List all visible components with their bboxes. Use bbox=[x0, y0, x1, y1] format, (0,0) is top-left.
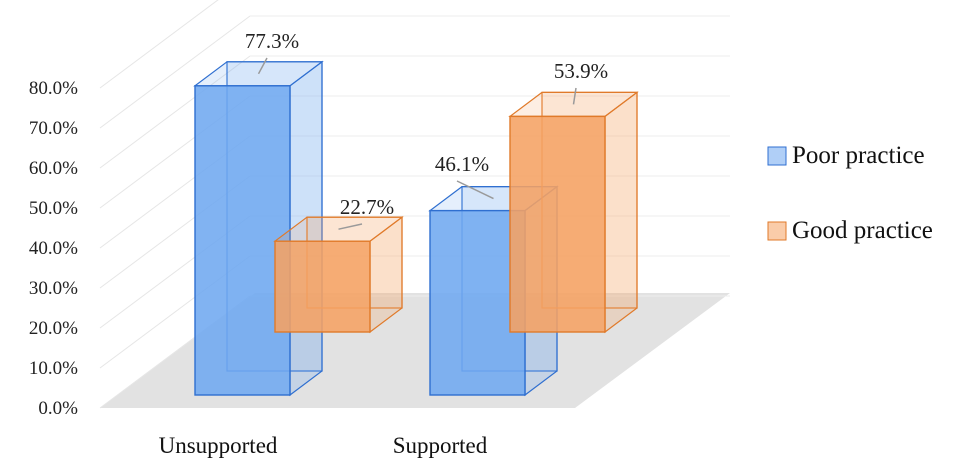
data-label: 53.9% bbox=[554, 59, 608, 83]
leader-line bbox=[338, 223, 363, 230]
legend: Poor practice Good practice bbox=[767, 142, 933, 244]
legend-swatch bbox=[767, 146, 787, 166]
bar-front-face bbox=[429, 209, 526, 396]
y-tick-label: 30.0% bbox=[29, 278, 78, 299]
leader-line bbox=[257, 57, 268, 75]
legend-item: Good practice bbox=[767, 217, 933, 244]
y-tick-label: 60.0% bbox=[29, 158, 78, 179]
y-tick-label: 80.0% bbox=[29, 78, 78, 99]
data-labels: 77.3% 22.7% 46.1% 53.9% bbox=[245, 29, 608, 230]
bars bbox=[193, 60, 639, 397]
bar-good-practice bbox=[273, 215, 404, 334]
gridline bbox=[99, 15, 251, 129]
x-axis: Unsupported Supported bbox=[159, 433, 488, 458]
leader-line bbox=[572, 87, 577, 105]
bar-side-face bbox=[604, 91, 638, 334]
legend-swatch bbox=[767, 221, 787, 241]
x-tick-label: Supported bbox=[393, 433, 488, 458]
y-tick-label: 20.0% bbox=[29, 318, 78, 339]
legend-item: Poor practice bbox=[767, 142, 925, 169]
x-tick-label: Unsupported bbox=[159, 433, 278, 458]
y-tick-label: 0.0% bbox=[38, 398, 78, 419]
bar-front-face bbox=[509, 115, 606, 333]
legend-label: Poor practice bbox=[792, 142, 925, 169]
y-tick-label: 50.0% bbox=[29, 198, 78, 219]
y-tick-label: 40.0% bbox=[29, 238, 78, 259]
leader-line bbox=[456, 180, 494, 200]
data-label: 77.3% bbox=[245, 29, 299, 53]
bar-front-face bbox=[274, 240, 371, 333]
gridline bbox=[99, 55, 251, 169]
bar-front-face bbox=[194, 85, 291, 396]
data-label: 22.7% bbox=[340, 195, 394, 219]
bar-good-practice bbox=[508, 91, 639, 334]
gridline bbox=[99, 0, 219, 89]
y-tick-label: 70.0% bbox=[29, 118, 78, 139]
y-axis: 0.0% 10.0% 20.0% 30.0% 40.0% 50.0% 60.0% 70.0% 8… bbox=[29, 78, 78, 419]
y-tick-label: 10.0% bbox=[29, 358, 78, 379]
legend-label: Good practice bbox=[792, 217, 933, 244]
data-label: 46.1% bbox=[435, 152, 489, 176]
